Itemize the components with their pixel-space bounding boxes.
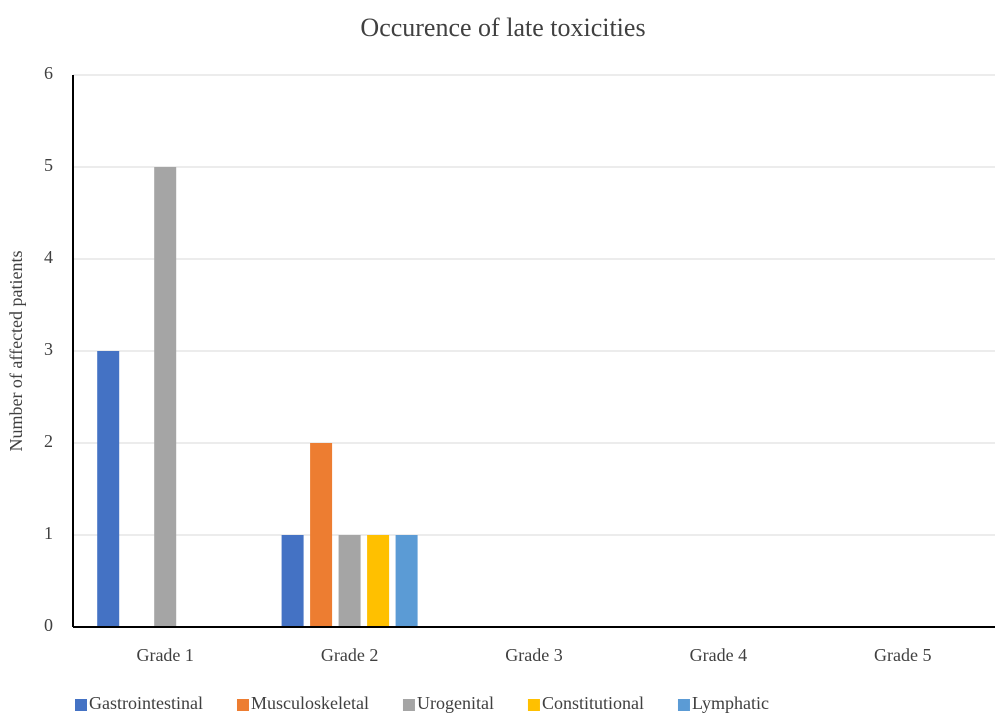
legend-label: Urogenital bbox=[417, 693, 494, 713]
y-tick-label: 1 bbox=[44, 523, 53, 543]
legend-swatch bbox=[677, 699, 690, 711]
x-tick-label: Grade 2 bbox=[321, 645, 378, 665]
legend-label: Musculoskeletal bbox=[251, 693, 369, 713]
y-tick-label: 3 bbox=[44, 339, 53, 359]
y-tick-label: 5 bbox=[44, 155, 53, 175]
x-tick-label: Grade 3 bbox=[505, 645, 562, 665]
bar bbox=[395, 535, 418, 627]
x-tick-label: Grade 4 bbox=[690, 645, 747, 665]
bar bbox=[281, 535, 304, 627]
y-axis-title: Number of affected patients bbox=[6, 250, 26, 451]
bar bbox=[310, 443, 333, 627]
y-tick-label: 2 bbox=[44, 431, 53, 451]
legend-label: Constitutional bbox=[542, 693, 644, 713]
legend-swatch bbox=[236, 699, 249, 711]
bar bbox=[338, 535, 361, 627]
legend-swatch bbox=[75, 699, 87, 711]
legend-swatch bbox=[527, 699, 540, 711]
y-tick-label: 6 bbox=[44, 63, 53, 83]
legend-swatch bbox=[402, 699, 415, 711]
legend-label: Gastrointestinal bbox=[89, 693, 203, 713]
legend-label: Lymphatic bbox=[692, 693, 769, 713]
chart-title: Occurence of late toxicities bbox=[360, 13, 645, 42]
bar bbox=[97, 351, 120, 627]
bar bbox=[367, 535, 390, 627]
bar bbox=[154, 167, 177, 627]
x-tick-label: Grade 5 bbox=[874, 645, 931, 665]
y-tick-label: 0 bbox=[44, 615, 53, 635]
y-tick-label: 4 bbox=[44, 247, 53, 267]
x-tick-label: Grade 1 bbox=[136, 645, 193, 665]
